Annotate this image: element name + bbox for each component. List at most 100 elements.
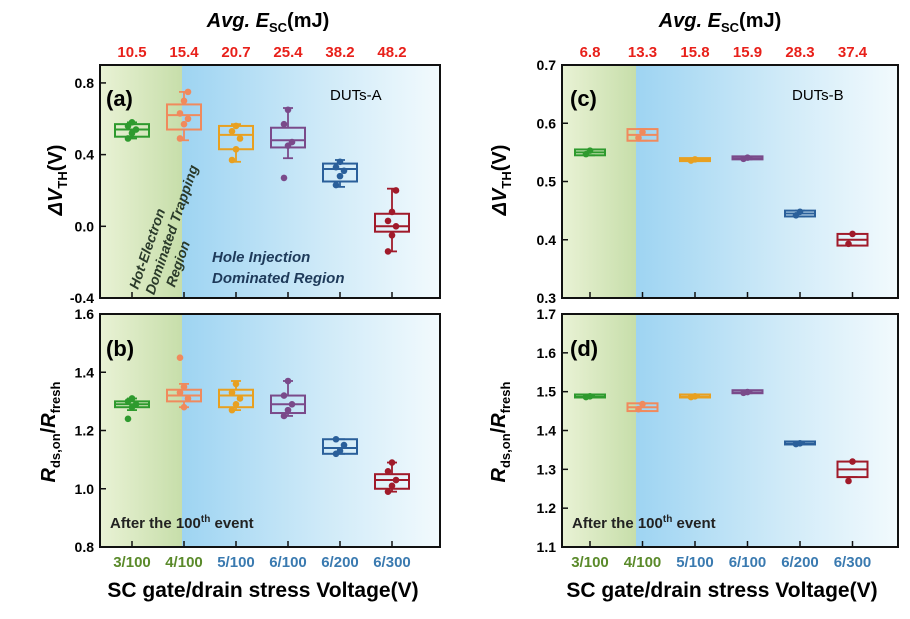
data-point [284,406,292,414]
box-iqr [166,103,202,131]
x-category-label: 5/100 [217,554,255,571]
data-point [184,395,192,402]
data-point [384,467,392,475]
panel-d-ytick-label: 1.2 [537,500,557,516]
x-category-label: 4/100 [624,554,662,571]
panel-d-box-6-100 [731,388,764,397]
top-axis-value: 37.4 [838,44,868,61]
panel-c-blue-region [636,65,898,298]
panel-c-ytick-label: 0.4 [537,232,557,248]
data-point [744,154,751,161]
data-point [228,406,236,414]
panel-c-ytick-label: 0.3 [537,290,557,306]
panel-a-ytick-label: 0.8 [75,75,95,91]
x-category-label: 6/200 [321,554,359,571]
x-category-label: 6/300 [834,554,872,571]
panel-a-hole-line2: Dominated Region [212,270,345,287]
data-point [691,156,699,163]
panel-b-box-6-200 [322,435,358,458]
panel-b-frame [99,313,441,548]
right-top-axis-title: Avg. ESC(mJ) [658,10,782,35]
panel-a-frame [99,64,441,299]
panel-b-after-note: After the 100th event [110,514,254,532]
data-point [845,477,852,485]
panel-d-green-region [562,314,636,547]
data-point [340,441,348,449]
top-axis-value: 25.4 [273,44,303,61]
panel-b-ylabel: Rds,on/Rfresh [38,381,63,482]
data-point [232,380,240,388]
data-point [228,389,236,396]
panel-b-box-6-300 [374,459,410,495]
panel-c: 0.3 0.4 0.5 0.6 0.7 (c) DUTs-B ΔVTH(V) [489,57,899,306]
panel-c-box-3-100 [574,147,606,158]
panel-a-box-6-200 [322,158,358,189]
panel-b-ytick-label: 1.6 [75,306,95,322]
panel-d-ytick-label: 1.1 [537,539,557,555]
left-top-axis-values: 10.5 15.4 20.7 25.4 38.2 48.2 [117,44,406,61]
panel-d-box-6-300 [836,458,869,485]
panel-c-box-6-200 [784,208,816,219]
panel-a-boxes [114,88,410,255]
left-top-axis-title: Avg. ESC(mJ) [206,10,330,35]
panel-b-boxes [114,354,410,495]
panel-c-ytick-label: 0.6 [537,115,557,131]
data-point [332,435,340,443]
panel-d-ytick-label: 1.4 [537,423,557,439]
data-point [639,128,646,136]
data-point [132,400,140,408]
panel-a-box-6-100 [270,106,306,182]
panel-c-ytick-label: 0.5 [537,174,557,190]
right-top-axis-values: 6.8 13.3 15.8 15.9 28.3 37.4 [580,44,868,61]
panel-a-ylabel: ΔVTH(V) [45,145,70,217]
panel-a-box-6-300 [374,187,410,255]
data-point [388,482,396,490]
data-point [336,158,344,166]
panel-b-box-6-100 [270,377,306,420]
panel-d-ytick-label: 1.6 [537,345,557,361]
data-point [392,476,400,484]
panel-b-green-region [100,314,182,547]
panel-b-box-3-100 [114,395,150,423]
panel-a-yticks: -0.4 0.0 0.4 0.8 [70,75,393,306]
data-point [180,403,188,411]
data-point [236,395,244,402]
panel-a-box-5-100 [218,122,254,164]
panel-d: 1.11.21.31.41.51.61.7 (d) Rds,on/Rfresh … [488,306,899,555]
panel-a-label: (a) [106,86,133,111]
data-point [639,400,646,408]
data-point [384,217,392,225]
panel-c-box-4-100 [626,128,659,142]
panel-b: 0.8 1.0 1.2 1.4 1.6 (b) Rds,on/Rfresh After … [38,306,441,555]
data-point [232,122,240,130]
x-category-label: 3/100 [113,554,151,571]
panel-d-ytick-label: 1.3 [537,461,557,477]
panel-c-boxes [574,128,869,248]
data-point [288,138,296,146]
x-category-label: 6/300 [373,554,411,571]
data-point [180,383,188,391]
panel-a-tag: DUTs-A [330,87,382,104]
panel-a-hole-line1: Hole Injection [212,249,310,266]
panel-d-label: (d) [570,336,598,361]
data-point [176,389,184,396]
panel-b-box-4-100 [166,354,202,411]
data-point [849,458,856,465]
panel-c-box-5-100 [679,156,711,164]
data-point [635,134,642,142]
right-xlabel: SC gate/drain stress Voltage(V) [566,579,877,602]
panel-d-box-6-200 [784,440,816,448]
data-point [586,393,594,400]
data-point [392,187,400,194]
data-point [176,110,184,117]
top-axis-value: 38.2 [325,44,354,61]
data-point [280,174,288,182]
panel-d-boxes [574,388,869,485]
data-point [128,119,136,126]
data-point [280,412,288,420]
x-category-label: 6/100 [729,554,767,571]
x-category-label: 5/100 [676,554,714,571]
panel-a-blue-region [182,65,440,298]
top-axis-value: 13.3 [628,44,657,61]
